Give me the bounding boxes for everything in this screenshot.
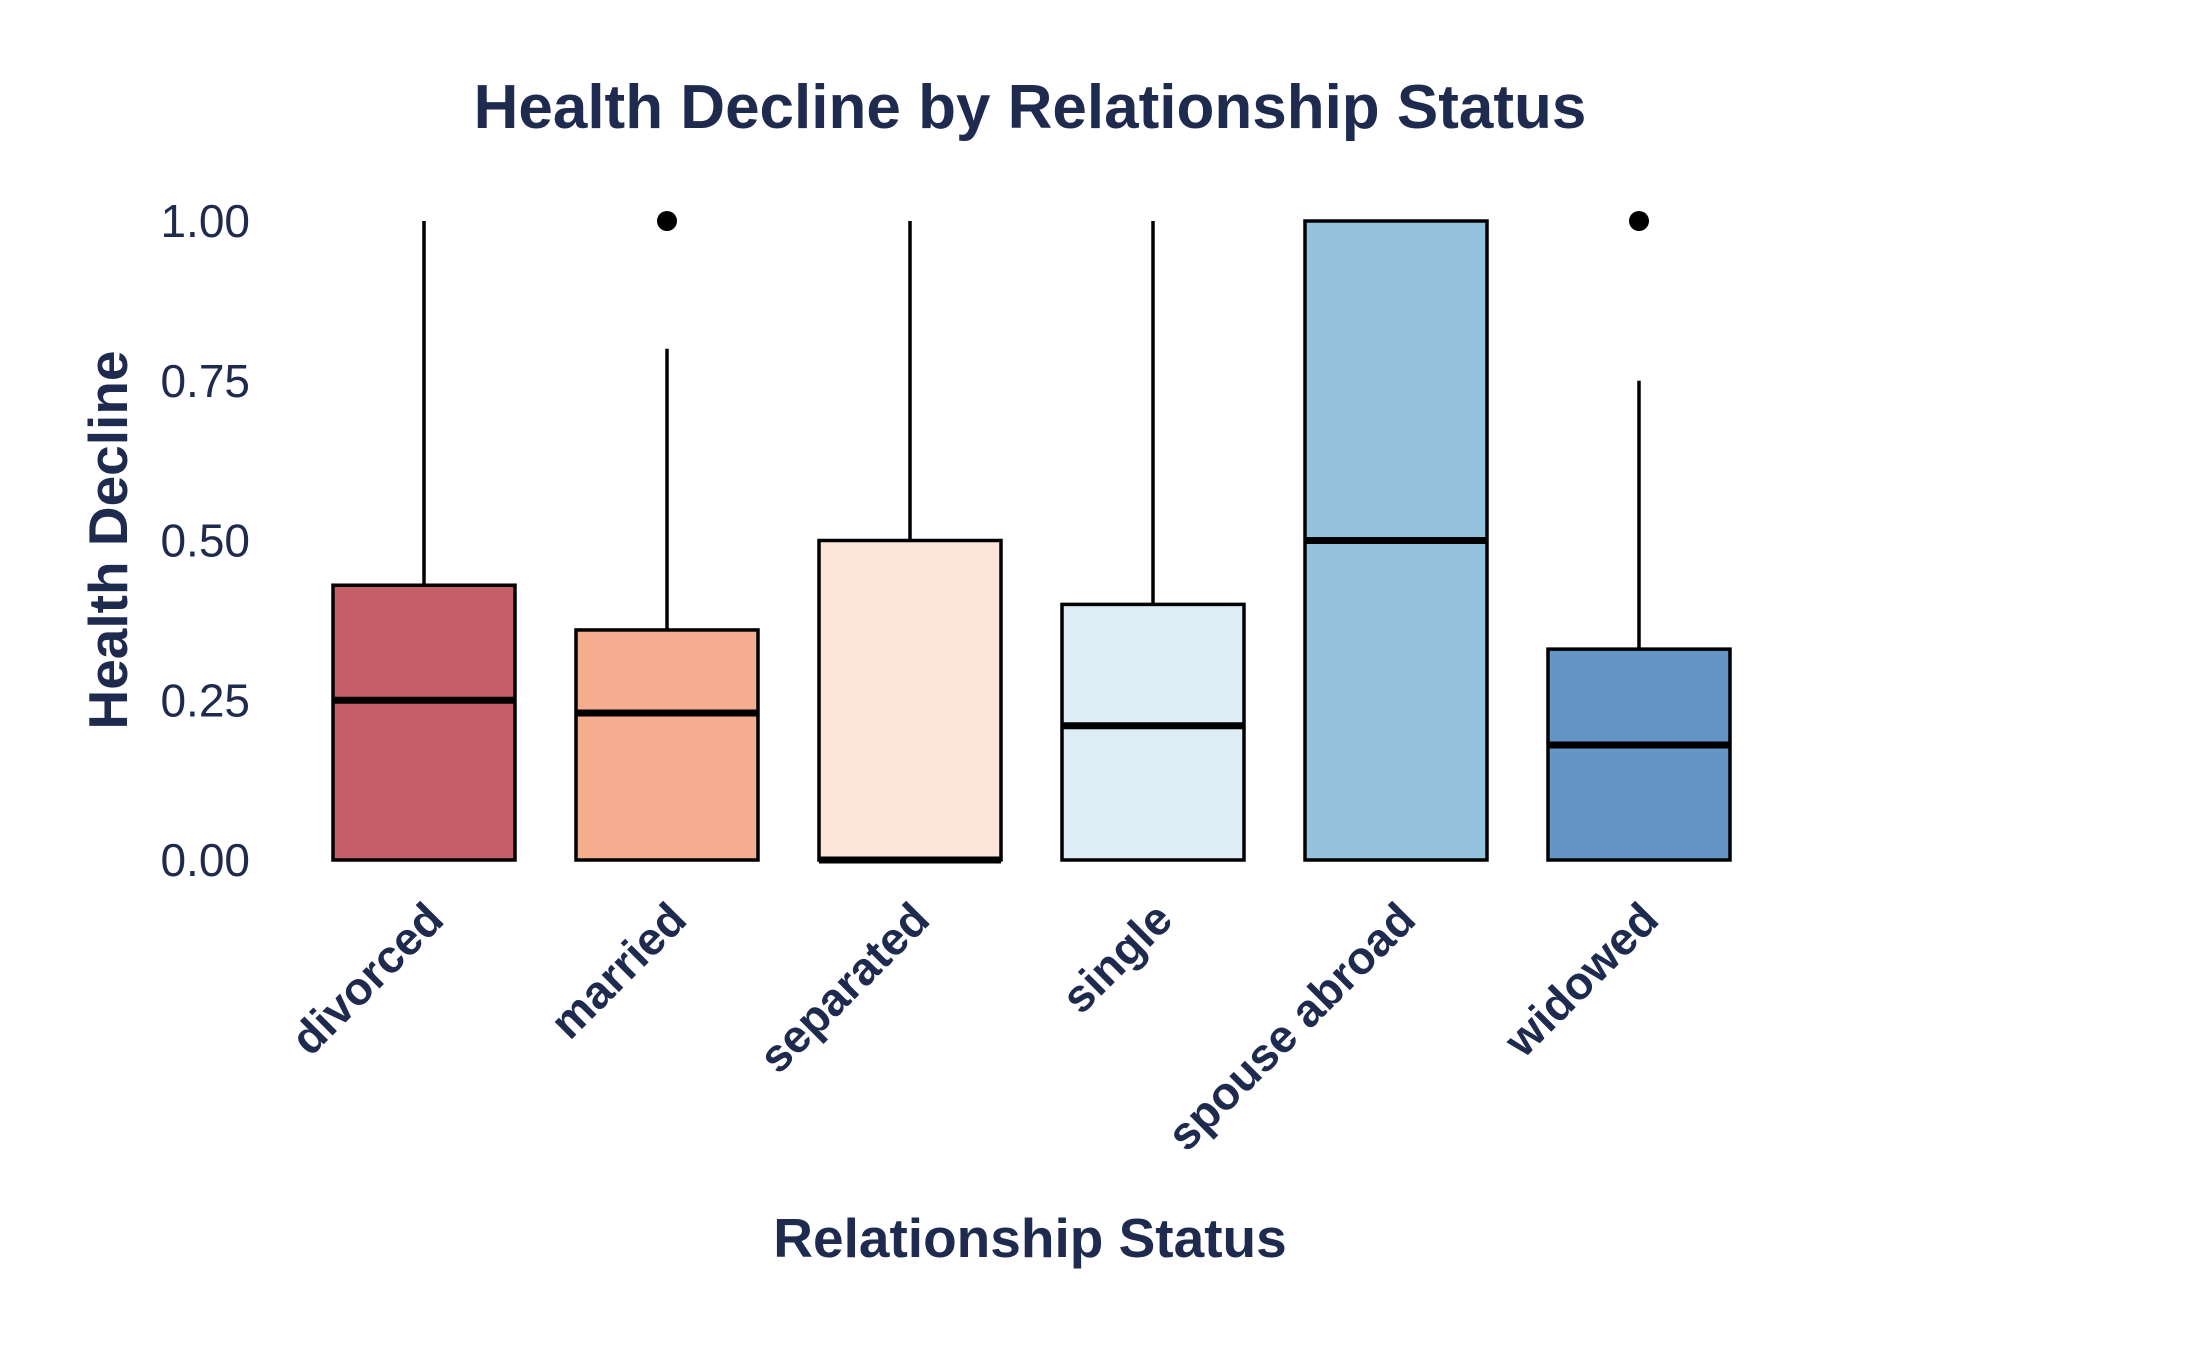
box-spouse-abroad xyxy=(1303,219,1489,862)
x-axis-title: Relationship Status xyxy=(773,1207,1286,1269)
y-tick-label: 0.25 xyxy=(160,674,250,726)
x-tick-label: widowed xyxy=(1493,892,1668,1067)
box-iqr xyxy=(1546,647,1732,862)
box-married xyxy=(574,211,760,862)
box-iqr xyxy=(331,583,517,862)
x-tick-label: married xyxy=(540,892,696,1048)
y-tick-label: 1.00 xyxy=(160,195,250,247)
box-iqr xyxy=(1060,602,1246,862)
y-axis-ticks: 0.00 0.25 0.50 0.75 1.00 xyxy=(160,195,250,886)
y-tick-label: 0.00 xyxy=(160,834,250,886)
y-tick-label: 0.50 xyxy=(160,515,250,567)
y-axis-title: Health Decline xyxy=(77,350,139,729)
box-single xyxy=(1060,221,1246,862)
y-tick-label: 0.75 xyxy=(160,355,250,407)
box-widowed xyxy=(1546,211,1732,862)
chart-title: Health Decline by Relationship Status xyxy=(474,73,1587,142)
outlier-point xyxy=(657,211,677,231)
box-group xyxy=(331,211,1732,864)
box-divorced xyxy=(331,221,517,862)
box-separated xyxy=(817,221,1003,864)
outlier-point xyxy=(1629,211,1649,231)
x-tick-label: spouse abroad xyxy=(1157,892,1425,1160)
x-tick-label: divorced xyxy=(281,892,453,1064)
box-iqr xyxy=(817,538,1003,862)
x-tick-label: single xyxy=(1051,892,1182,1023)
box-iqr xyxy=(574,628,760,862)
x-tick-label: separated xyxy=(749,892,939,1082)
